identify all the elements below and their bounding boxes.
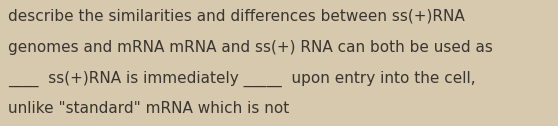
Text: genomes and mRNA mRNA and ss(+) RNA can both be used as: genomes and mRNA mRNA and ss(+) RNA can …	[8, 40, 493, 55]
Text: unlike "standard" mRNA which is not: unlike "standard" mRNA which is not	[8, 101, 290, 116]
Text: ____  ss(+)RNA is immediately _____  upon entry into the cell,: ____ ss(+)RNA is immediately _____ upon …	[8, 71, 476, 87]
Text: describe the similarities and differences between ss(+)RNA: describe the similarities and difference…	[8, 9, 465, 24]
